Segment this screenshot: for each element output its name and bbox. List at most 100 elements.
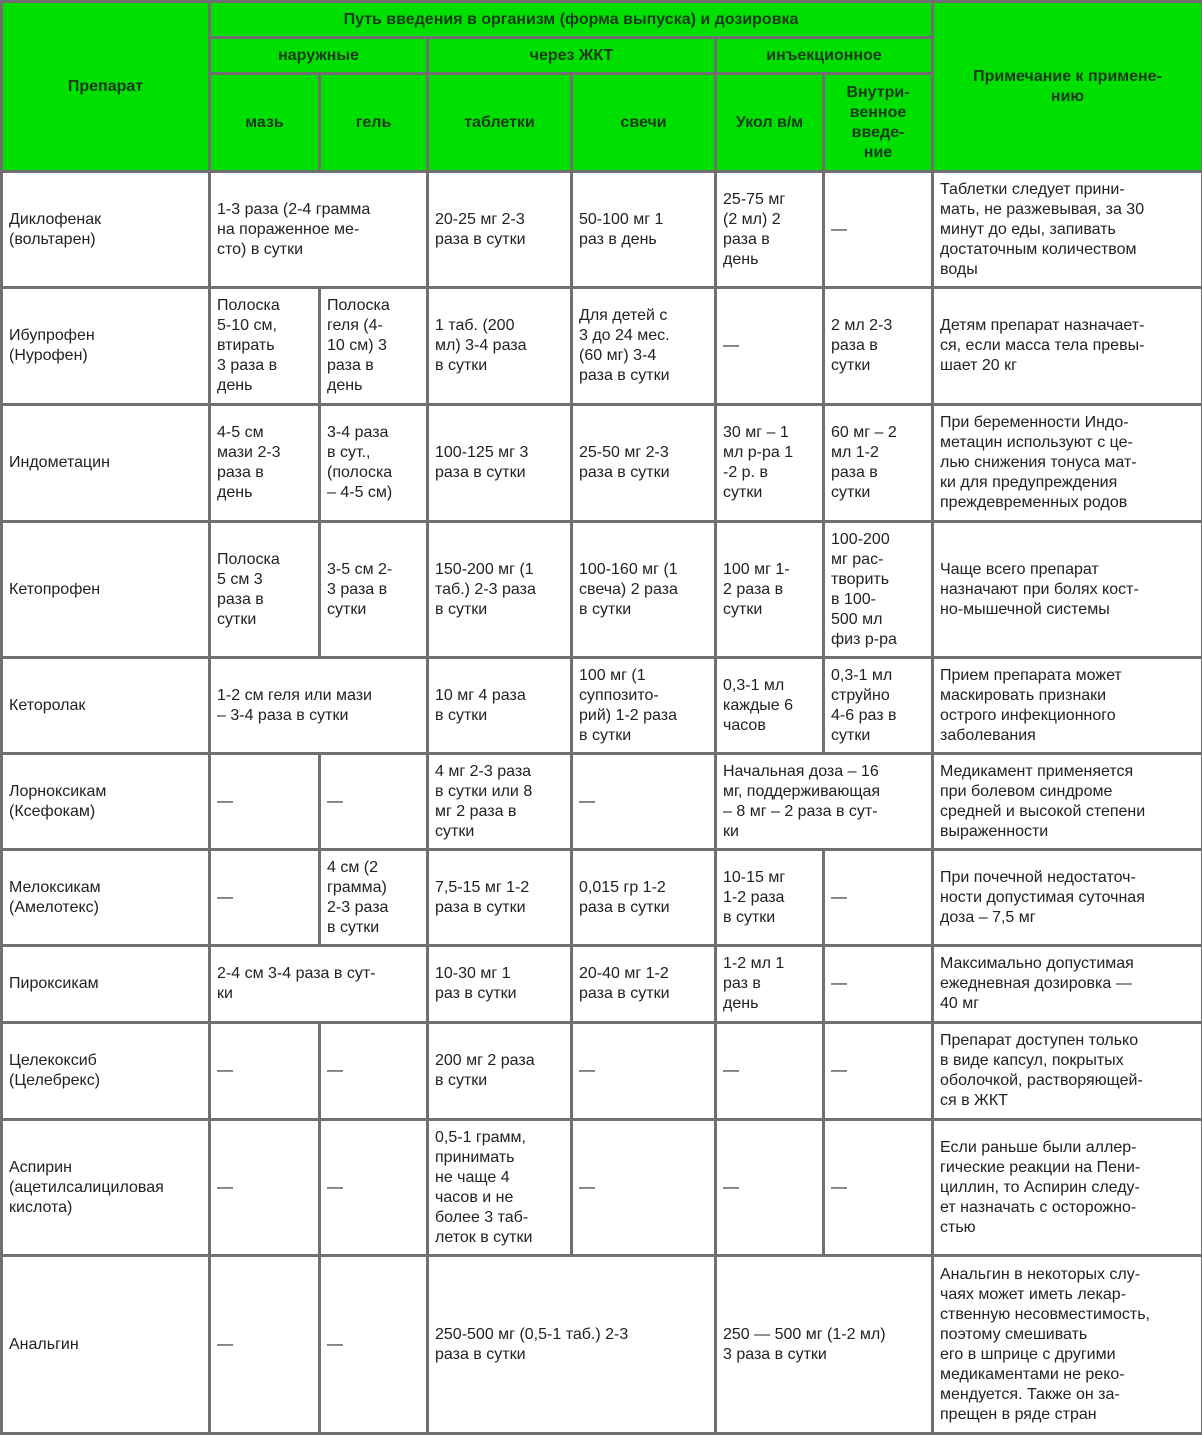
note-cell: Чаще всего препарат назначают при болях … bbox=[931, 520, 1202, 659]
dosage-cell: Начальная доза – 16 мг, поддерживающая –… bbox=[714, 752, 934, 851]
note-cell: Медикамент применяется при болевом синдр… bbox=[931, 752, 1202, 851]
dosage-cell: 25-50 мг 2-3 раза в сутки bbox=[570, 403, 717, 523]
dosage-cell: Полоска геля (4- 10 см) 3 раза в день bbox=[318, 286, 429, 406]
drug-name-cell: Ибупрофен (Нурофен) bbox=[0, 286, 211, 406]
dosage-cell: 1-3 раза (2-4 грамма на пораженное ме- с… bbox=[208, 170, 429, 289]
dosage-cell: 250 — 500 мг (1-2 мл) 3 раза в сутки bbox=[714, 1254, 934, 1435]
dosage-cell: Для детей с 3 до 24 мес. (60 мг) 3-4 раз… bbox=[570, 286, 717, 406]
header-form-iv: Внутри- венное введе- ние bbox=[822, 72, 934, 173]
dosage-cell: 100-125 мг 3 раза в сутки bbox=[426, 403, 573, 523]
header-note: Примечание к примене- нию bbox=[931, 0, 1202, 173]
dosage-cell: 10-30 мг 1 раз в сутки bbox=[426, 944, 573, 1024]
dosage-cell: 10-15 мг 1-2 раза в сутки bbox=[714, 848, 825, 947]
header-route: Путь введения в организм (форма выпуска)… bbox=[208, 0, 934, 39]
dosage-cell: — bbox=[208, 848, 321, 947]
dosage-cell: — bbox=[714, 286, 825, 406]
table-row: Диклофенак (вольтарен) 1-3 раза (2-4 грам… bbox=[0, 170, 1202, 289]
dosage-cell: — bbox=[822, 170, 934, 289]
dosage-cell: — bbox=[822, 1118, 934, 1257]
drug-name-cell: Кеторолак bbox=[0, 656, 211, 755]
dosage-cell: 150-200 мг (1 таб.) 2-3 раза в сутки bbox=[426, 520, 573, 659]
dosage-cell: 200 мг 2 раза в сутки bbox=[426, 1021, 573, 1121]
dosage-cell: 25-75 мг (2 мл) 2 раза в день bbox=[714, 170, 825, 289]
dosage-cell: 20-40 мг 1-2 раза в сутки bbox=[570, 944, 717, 1024]
dosage-cell: — bbox=[570, 1118, 717, 1257]
dosage-cell: 100 мг (1 суппозито- рий) 1-2 раза в сут… bbox=[570, 656, 717, 755]
dosage-cell: 3-5 см 2- 3 раза в сутки bbox=[318, 520, 429, 659]
table-row: Лорноксикам (Ксефокам) — —4 мг 2-3 раза в … bbox=[0, 752, 1202, 851]
table-row: Кетопрофен Полоска 5 см 3 раза в сутки 3-5… bbox=[0, 520, 1202, 659]
dosage-cell: — bbox=[570, 752, 717, 851]
dosage-cell: Полоска 5 см 3 раза в сутки bbox=[208, 520, 321, 659]
drug-name-cell: Кетопрофен bbox=[0, 520, 211, 659]
note-cell: Анальгин в некоторых слу- чаях может име… bbox=[931, 1254, 1202, 1435]
table-row: Мелоксикам (Амелотекс) —4 см (2 грамма) 2… bbox=[0, 848, 1202, 947]
drug-name-cell: Мелоксикам (Амелотекс) bbox=[0, 848, 211, 947]
dosage-cell: — bbox=[714, 1118, 825, 1257]
note-cell: Детям препарат назначает- ся, если масса… bbox=[931, 286, 1202, 406]
table-row: Кеторолак 1-2 см геля или мази – 3-4 раза… bbox=[0, 656, 1202, 755]
dosage-cell: 100-200 мг рас- творить в 100- 500 мл фи… bbox=[822, 520, 934, 659]
header-form-ointment: мазь bbox=[208, 72, 321, 173]
header-form-tablets: таблетки bbox=[426, 72, 573, 173]
dosage-cell: — bbox=[318, 1254, 429, 1435]
header-form-suppositories: свечи bbox=[570, 72, 717, 173]
table-row: Ибупрофен (Нурофен) Полоска 5-10 см, втир… bbox=[0, 286, 1202, 406]
header-group-external: наружные bbox=[208, 36, 429, 75]
drug-name-cell: Лорноксикам (Ксефокам) bbox=[0, 752, 211, 851]
table-header: Препарат Путь введения в организм (форма… bbox=[0, 0, 1202, 173]
dosage-cell: — bbox=[208, 1118, 321, 1257]
table-row: Аспирин (ацетилсалициловая кислота) — —0,5… bbox=[0, 1118, 1202, 1257]
dosage-cell: 30 мг – 1 мл р-ра 1 -2 р. в сутки bbox=[714, 403, 825, 523]
dosage-cell: 7,5-15 мг 1-2 раза в сутки bbox=[426, 848, 573, 947]
dosage-cell: 4 мг 2-3 раза в сутки или 8 мг 2 раза в … bbox=[426, 752, 573, 851]
dosage-cell: — bbox=[208, 752, 321, 851]
note-cell: Если раньше были аллер- гические реакции… bbox=[931, 1118, 1202, 1257]
dosage-cell: 4 см (2 грамма) 2-3 раза в сутки bbox=[318, 848, 429, 947]
dosage-cell: 10 мг 4 раза в сутки bbox=[426, 656, 573, 755]
header-group-oral: через ЖКТ bbox=[426, 36, 717, 75]
dosage-cell: — bbox=[570, 1021, 717, 1121]
dosage-cell: 20-25 мг 2-3 раза в сутки bbox=[426, 170, 573, 289]
dosage-cell: — bbox=[318, 752, 429, 851]
dosage-cell: — bbox=[208, 1021, 321, 1121]
note-cell: Прием препарата может маскировать призна… bbox=[931, 656, 1202, 755]
dosage-cell: 0,3-1 мл каждые 6 часов bbox=[714, 656, 825, 755]
drug-name-cell: Целекоксиб (Целебрекс) bbox=[0, 1021, 211, 1121]
dosage-cell: 60 мг – 2 мл 1-2 раза в сутки bbox=[822, 403, 934, 523]
dosage-cell: — bbox=[822, 944, 934, 1024]
drug-name-cell: Индометацин bbox=[0, 403, 211, 523]
dosage-cell: 0,3-1 мл струйно 4-6 раз в сутки bbox=[822, 656, 934, 755]
dosage-cell: 2 мл 2-3 раза в сутки bbox=[822, 286, 934, 406]
table-row: Пироксикам 2-4 см 3-4 раза в сут- ки 10-30… bbox=[0, 944, 1202, 1024]
header-drug: Препарат bbox=[0, 0, 211, 173]
dosage-cell: 1 таб. (200 мл) 3-4 раза в сутки bbox=[426, 286, 573, 406]
drug-name-cell: Аспирин (ацетилсалициловая кислота) bbox=[0, 1118, 211, 1257]
note-cell: Таблетки следует прини- мать, не разжевы… bbox=[931, 170, 1202, 289]
table-row: Целекоксиб (Целебрекс) — —200 мг 2 раза в … bbox=[0, 1021, 1202, 1121]
dosage-cell: 1-2 см геля или мази – 3-4 раза в сутки bbox=[208, 656, 429, 755]
dosage-cell: — bbox=[318, 1021, 429, 1121]
dosage-cell: — bbox=[822, 848, 934, 947]
dosage-cell: 100 мг 1- 2 раза в сутки bbox=[714, 520, 825, 659]
dosage-cell: 1-2 мл 1 раз в день bbox=[714, 944, 825, 1024]
dosage-cell: 250-500 мг (0,5-1 таб.) 2-3 раза в сутки bbox=[426, 1254, 717, 1435]
note-cell: Препарат доступен только в виде капсул, … bbox=[931, 1021, 1202, 1121]
dosage-cell: 0,5-1 грамм, принимать не чаще 4 часов и… bbox=[426, 1118, 573, 1257]
dosage-cell: 4-5 см мази 2-3 раза в день bbox=[208, 403, 321, 523]
drug-name-cell: Диклофенак (вольтарен) bbox=[0, 170, 211, 289]
dosage-cell: — bbox=[714, 1021, 825, 1121]
dosage-cell: 2-4 см 3-4 раза в сут- ки bbox=[208, 944, 429, 1024]
header-group-injection: инъекционное bbox=[714, 36, 934, 75]
note-cell: При почечной недостаточ- ности допустима… bbox=[931, 848, 1202, 947]
dosage-cell: — bbox=[318, 1118, 429, 1257]
dosage-cell: — bbox=[822, 1021, 934, 1121]
header-form-gel: гель bbox=[318, 72, 429, 173]
table-row: Анальгин — —250-500 мг (0,5-1 таб.) 2-3 ра… bbox=[0, 1254, 1202, 1435]
dosage-cell: 0,015 гр 1-2 раза в сутки bbox=[570, 848, 717, 947]
drug-name-cell: Пироксикам bbox=[0, 944, 211, 1024]
dosage-cell: 3-4 раза в сут., (полоска – 4-5 см) bbox=[318, 403, 429, 523]
note-cell: При беременности Индо- метацин использую… bbox=[931, 403, 1202, 523]
note-cell: Максимально допустимая ежедневная дозиро… bbox=[931, 944, 1202, 1024]
